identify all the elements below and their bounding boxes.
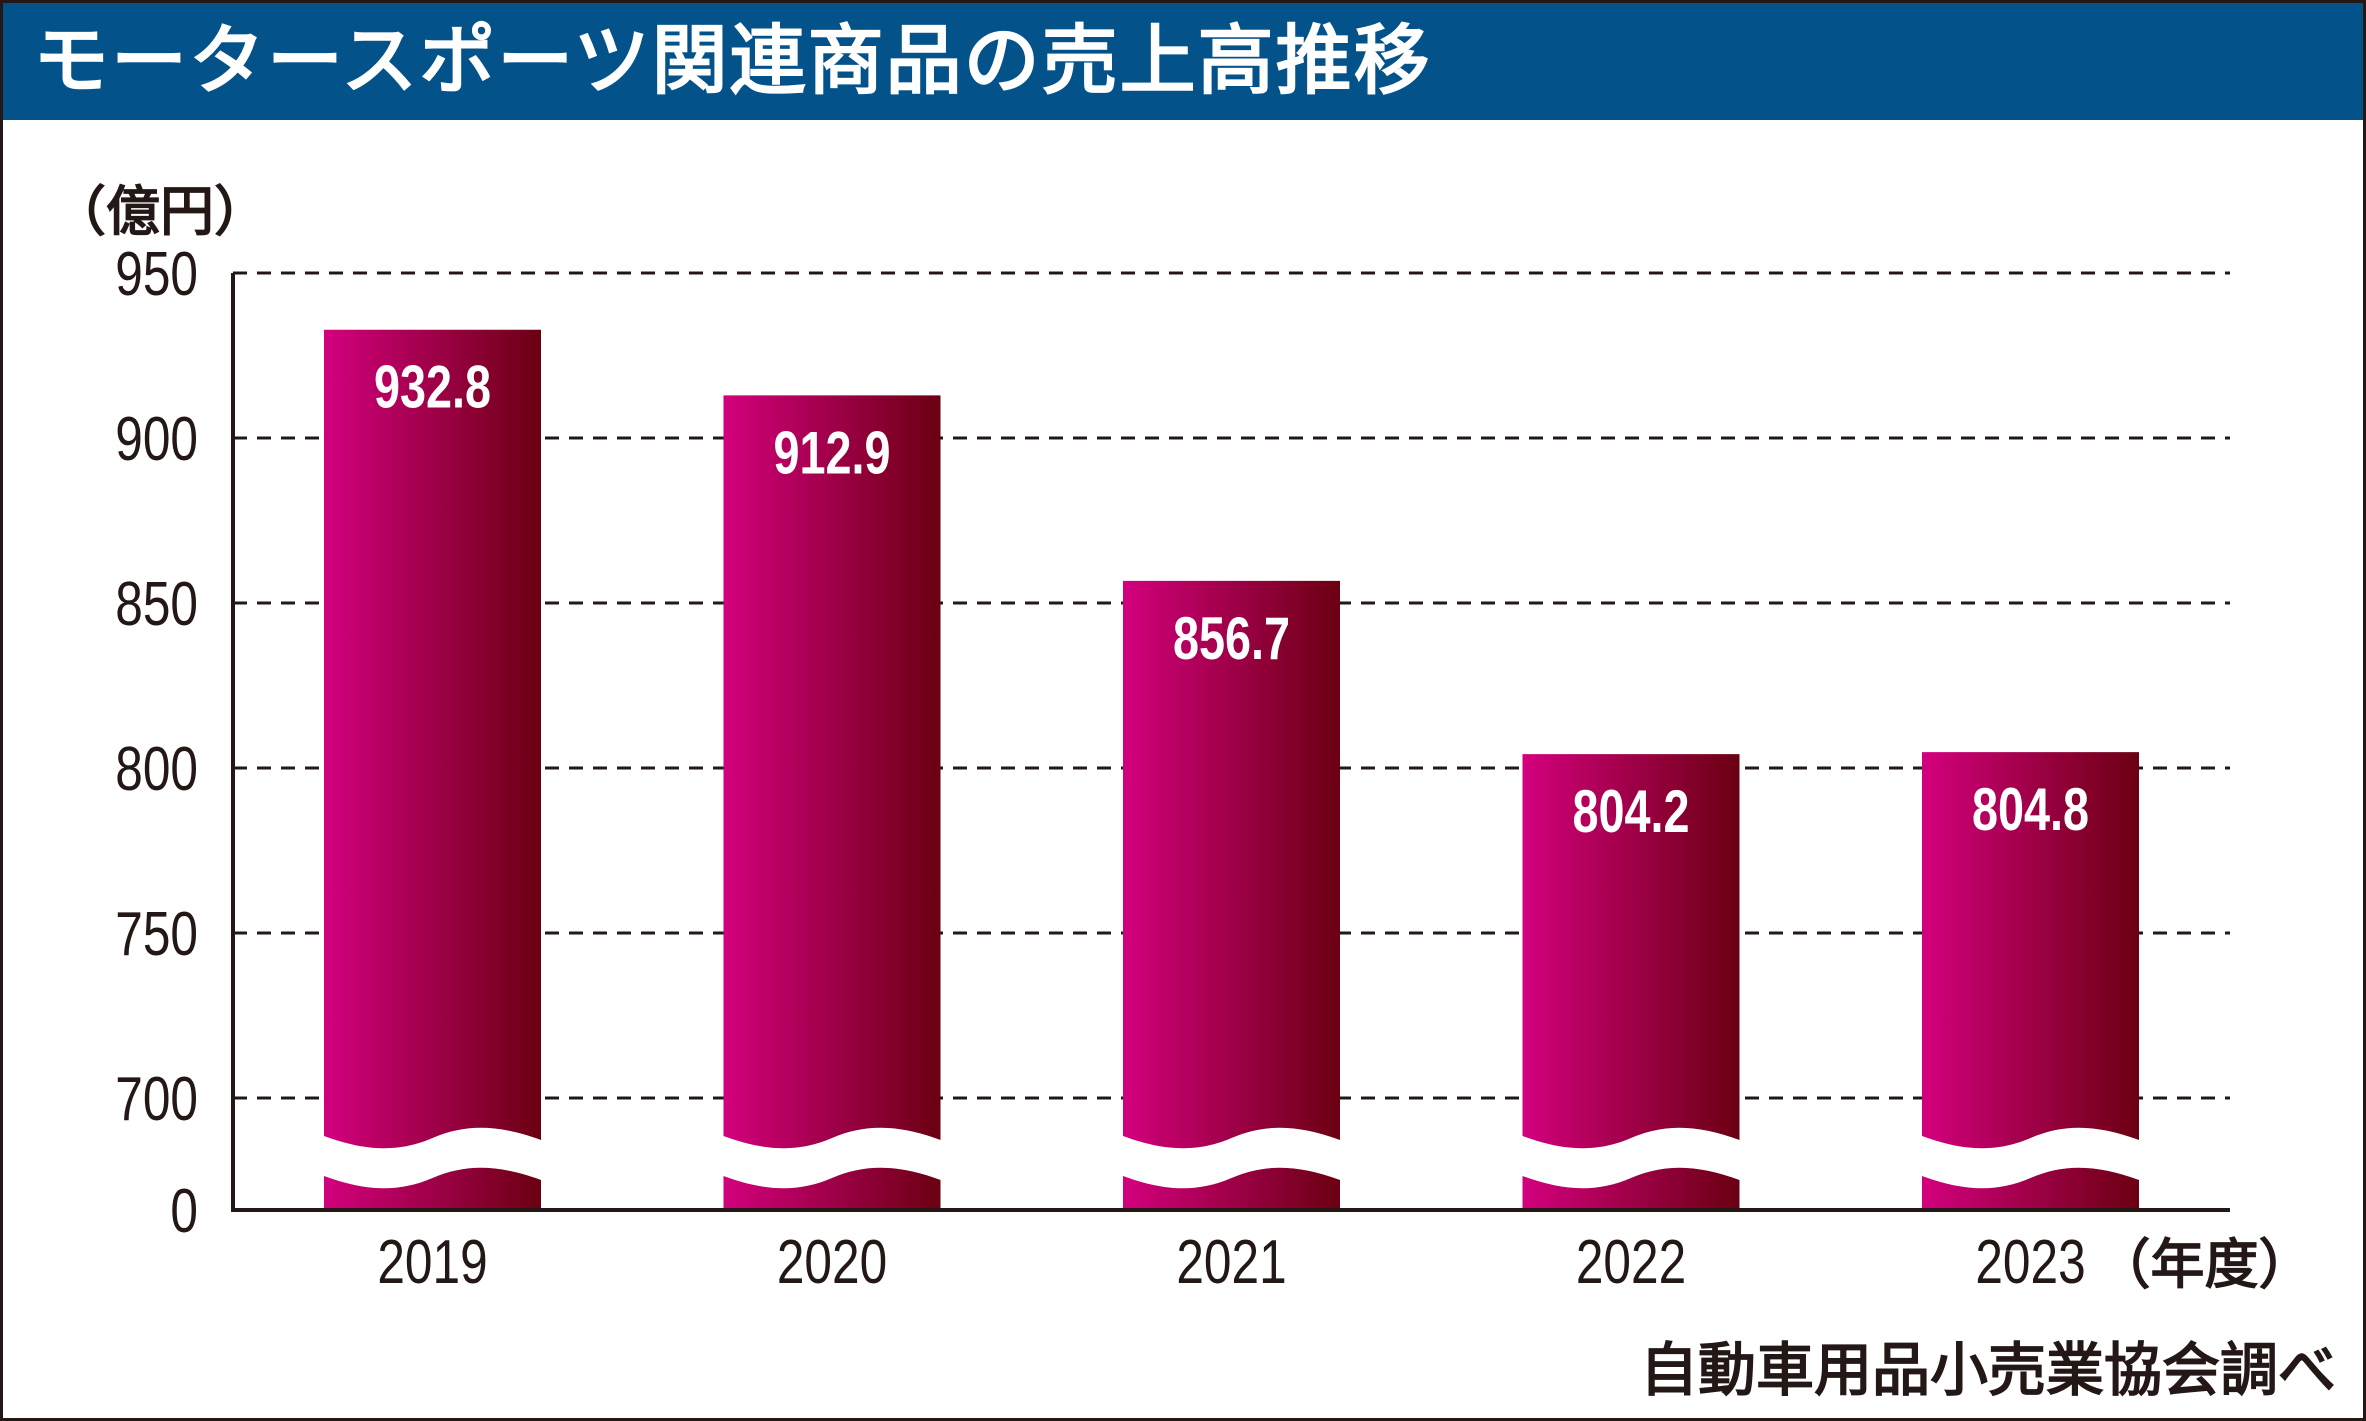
y-axis-unit-label: （億円） bbox=[52, 180, 268, 243]
y-tick-label: 0 bbox=[170, 1176, 198, 1246]
title-bar: モータースポーツ関連商品の売上高推移 bbox=[3, 3, 2363, 120]
bar-2020 bbox=[723, 395, 941, 1149]
x-tick-label: 2019 bbox=[377, 1227, 487, 1297]
bar-base-2019 bbox=[324, 1167, 541, 1210]
bars: 932.8 912.9 856.7 804.2 804.8 bbox=[324, 329, 2139, 1210]
x-tick-label: 2020 bbox=[777, 1227, 887, 1297]
bar-base-2020 bbox=[723, 1167, 941, 1210]
bar-base-2021 bbox=[1123, 1167, 1340, 1210]
value-label: 932.8 bbox=[374, 354, 491, 421]
value-label: 912.9 bbox=[773, 420, 890, 487]
y-tick-label: 750 bbox=[115, 899, 198, 969]
y-tick-label: 800 bbox=[115, 734, 198, 804]
value-label: 804.8 bbox=[1972, 777, 2089, 844]
x-tick-label: 2022 bbox=[1576, 1227, 1686, 1297]
bar-2021 bbox=[1123, 580, 1340, 1149]
bar-2022 bbox=[1522, 754, 1740, 1149]
bar-base-2023 bbox=[1922, 1167, 2139, 1210]
y-tick-label: 950 bbox=[115, 239, 198, 309]
source-note: 自動車用品小売業協会調べ bbox=[1640, 1336, 2336, 1404]
y-tick-label: 700 bbox=[115, 1064, 198, 1134]
y-tick-labels: 0 700 750 800 850 900 950 bbox=[115, 239, 198, 1246]
chart-title: モータースポーツ関連商品の売上高推移 bbox=[33, 16, 1432, 105]
x-tick-label: 2023 bbox=[1975, 1227, 2085, 1297]
bar-2019 bbox=[324, 329, 541, 1149]
x-tick-labels: 2019 2020 2021 2022 2023 （年度） bbox=[377, 1227, 2312, 1297]
value-label: 804.2 bbox=[1572, 779, 1689, 846]
y-tick-label: 850 bbox=[115, 569, 198, 639]
gridlines bbox=[233, 271, 2230, 1100]
bar-base-2022 bbox=[1522, 1167, 1740, 1210]
x-axis-unit-label: （年度） bbox=[2097, 1233, 2313, 1296]
value-label: 856.7 bbox=[1173, 605, 1290, 672]
bar-2023 bbox=[1922, 752, 2139, 1149]
y-tick-label: 900 bbox=[115, 404, 198, 474]
x-tick-label: 2021 bbox=[1176, 1227, 1286, 1297]
axes bbox=[231, 273, 2230, 1212]
